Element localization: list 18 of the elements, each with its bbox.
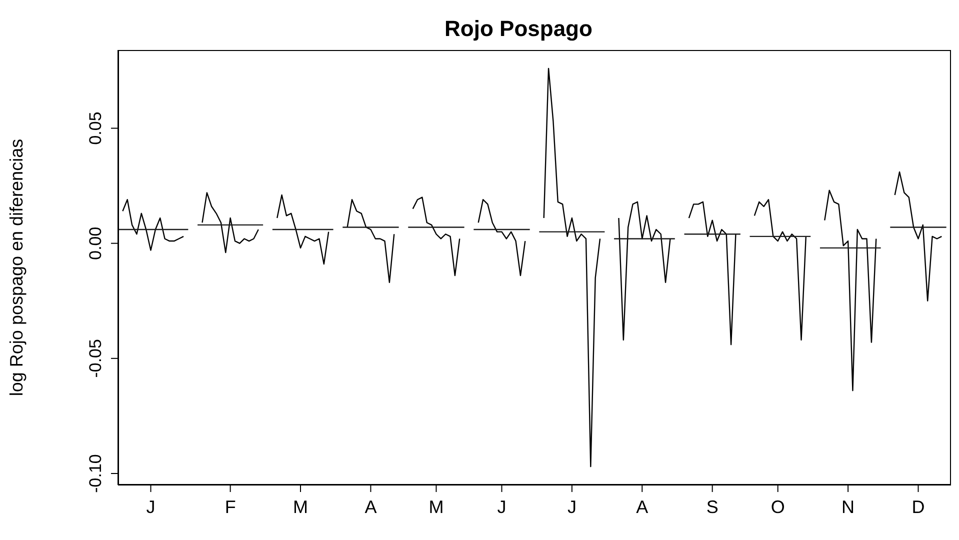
chart-title: Rojo Pospago: [444, 16, 594, 42]
x-tick-label: D: [912, 497, 925, 517]
x-tick-label: J: [567, 497, 576, 517]
x-tick-label: J: [497, 497, 506, 517]
x-tick-label: A: [364, 497, 377, 517]
x-tick-label: O: [770, 497, 785, 517]
y-tick-label: -0.05: [86, 339, 105, 378]
x-tick-label: M: [293, 497, 308, 517]
x-tick-label: N: [842, 497, 855, 517]
x-tick-label: S: [706, 497, 718, 517]
y-axis-title: log Rojo pospago en diferencias: [6, 138, 26, 396]
y-tick-label: 0.05: [86, 112, 105, 145]
y-tick-label: 0.00: [86, 226, 105, 260]
x-tick-label: M: [428, 497, 444, 517]
x-tick-label: J: [146, 497, 156, 517]
x-tick-label: A: [636, 497, 648, 517]
y-tick-label: -0.10: [86, 454, 105, 493]
x-tick-label: F: [224, 497, 236, 517]
